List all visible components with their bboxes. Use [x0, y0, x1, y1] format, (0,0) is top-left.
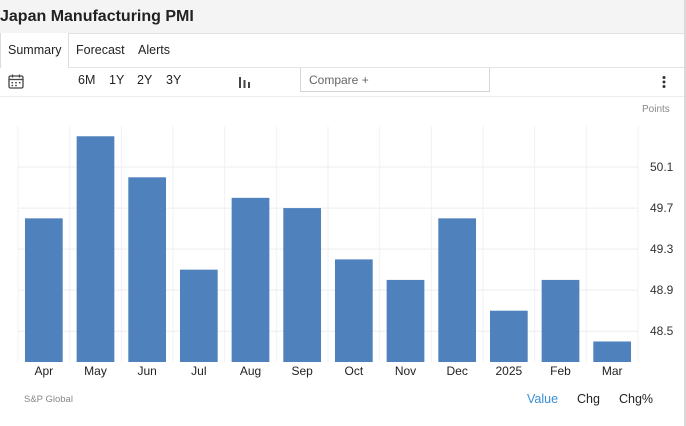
- tab-alerts[interactable]: Alerts: [138, 43, 170, 57]
- x-tick-label: Apr: [34, 364, 53, 378]
- tab-forecast[interactable]: Forecast: [76, 43, 125, 57]
- bar: [386, 279, 425, 362]
- x-tick-label: Mar: [602, 364, 623, 378]
- bar-chart-icon[interactable]: [235, 72, 255, 92]
- x-tick-label: Nov: [395, 364, 416, 378]
- bar: [128, 177, 167, 362]
- x-tick-label: Dec: [446, 364, 467, 378]
- bar: [24, 218, 63, 362]
- range-2y-button[interactable]: 2Y: [137, 73, 153, 87]
- bar: [283, 208, 322, 362]
- view-chg-percent-button[interactable]: Chg%: [619, 392, 654, 406]
- bar: [231, 197, 270, 362]
- y-tick-label: 48.9: [650, 283, 674, 297]
- bar: [76, 136, 115, 362]
- bar: [438, 218, 477, 362]
- x-tick-label: Jul: [191, 364, 206, 378]
- y-tick-label: 48.5: [650, 324, 674, 338]
- tab-summary[interactable]: Summary: [0, 33, 70, 68]
- bar: [179, 269, 218, 362]
- x-tick-label: May: [84, 364, 107, 378]
- bar-chart: 48.5 48.9 49.3 49.7 50.1 Apr May Jun Jul Aug Sep Oc…: [17, 126, 674, 378]
- x-tick-label: Sep: [291, 364, 313, 378]
- range-1y-button[interactable]: 1Y: [109, 73, 125, 87]
- bar: [334, 259, 373, 362]
- bar: [541, 279, 580, 362]
- x-tick-label: Oct: [344, 364, 363, 378]
- chart-toolbar: 6M 1Y 2Y 3Y: [0, 68, 686, 97]
- source-label: S&P Global: [24, 394, 73, 405]
- x-tick-label: Aug: [240, 364, 261, 378]
- x-tick-label: 2025: [495, 364, 522, 378]
- compare-input[interactable]: [300, 68, 490, 92]
- y-tick-label: 50.1: [650, 160, 674, 174]
- x-tick-label: Jun: [137, 364, 156, 378]
- x-tick-label: Feb: [550, 364, 571, 378]
- range-3y-button[interactable]: 3Y: [166, 73, 182, 87]
- calendar-icon[interactable]: [6, 72, 26, 92]
- view-value-button[interactable]: Value: [527, 392, 559, 406]
- range-6m-button[interactable]: 6M: [78, 73, 96, 87]
- title-bar: Japan Manufacturing PMI: [0, 0, 686, 34]
- tab-bar: Summary Forecast Alerts: [0, 33, 686, 68]
- bar: [593, 341, 632, 362]
- y-tick-label: 49.7: [650, 201, 674, 215]
- y-axis-units: Points: [642, 104, 670, 115]
- page-title: Japan Manufacturing PMI: [0, 8, 194, 25]
- view-chg-button[interactable]: Chg: [577, 392, 600, 406]
- bar: [489, 310, 528, 362]
- more-vertical-icon[interactable]: [657, 72, 671, 92]
- panel-edge: [684, 0, 686, 426]
- y-tick-label: 49.3: [650, 242, 674, 256]
